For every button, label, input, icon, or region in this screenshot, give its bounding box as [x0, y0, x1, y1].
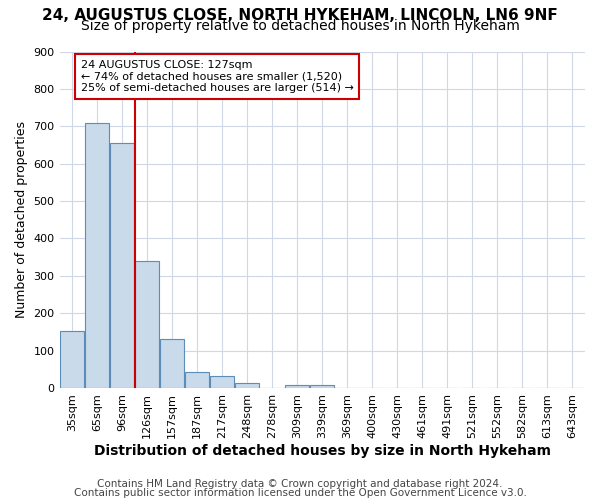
Bar: [185, 372, 209, 388]
Y-axis label: Number of detached properties: Number of detached properties: [15, 121, 28, 318]
Bar: [60, 331, 84, 388]
Bar: [210, 376, 234, 388]
Text: Contains HM Land Registry data © Crown copyright and database right 2024.: Contains HM Land Registry data © Crown c…: [97, 479, 503, 489]
Bar: [310, 385, 334, 388]
Text: 24, AUGUSTUS CLOSE, NORTH HYKEHAM, LINCOLN, LN6 9NF: 24, AUGUSTUS CLOSE, NORTH HYKEHAM, LINCO…: [42, 8, 558, 22]
Bar: [160, 340, 184, 388]
Text: Contains public sector information licensed under the Open Government Licence v3: Contains public sector information licen…: [74, 488, 526, 498]
Text: Size of property relative to detached houses in North Hykeham: Size of property relative to detached ho…: [80, 19, 520, 33]
Bar: [286, 385, 309, 388]
Bar: [110, 143, 134, 388]
Bar: [235, 384, 259, 388]
Bar: [85, 122, 109, 388]
X-axis label: Distribution of detached houses by size in North Hykeham: Distribution of detached houses by size …: [94, 444, 551, 458]
Text: 24 AUGUSTUS CLOSE: 127sqm
← 74% of detached houses are smaller (1,520)
25% of se: 24 AUGUSTUS CLOSE: 127sqm ← 74% of detac…: [80, 60, 353, 93]
Bar: [135, 261, 159, 388]
